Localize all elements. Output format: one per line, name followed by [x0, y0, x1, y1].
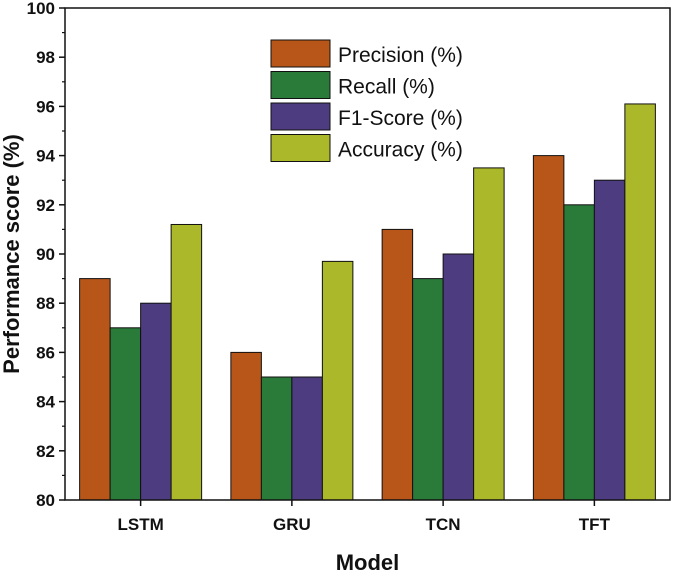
x-tick-label-tft: TFT — [579, 515, 611, 534]
bar-gru-accuracy — [321, 260, 354, 501]
legend: Precision (%) Recall (%) F1-Score (%) Accur… — [270, 39, 463, 162]
bar-tcn-f1-score — [442, 253, 475, 501]
y-tick-label: 82 — [36, 442, 55, 461]
y-tick-label: 84 — [36, 393, 55, 412]
legend-swatch — [270, 134, 331, 162]
y-tick-label: 96 — [36, 97, 55, 116]
bar-lstm-precision — [79, 278, 111, 501]
bar-tft-recall — [563, 204, 595, 501]
bar-tcn-precision — [381, 228, 414, 501]
x-axis-ticks: LSTM GRU TCN TFT — [117, 500, 611, 534]
x-axis-title: Model — [336, 550, 400, 573]
bar-tft-f1-score — [593, 179, 626, 501]
bar-gru-precision — [230, 351, 262, 501]
x-tick-label-lstm: LSTM — [117, 515, 163, 534]
y-tick-label: 94 — [36, 147, 55, 166]
y-tick-label: 90 — [36, 245, 55, 264]
y-tick-label: 92 — [36, 196, 55, 215]
bar-lstm-f1-score — [140, 302, 172, 501]
bar-tft-accuracy — [624, 103, 656, 501]
x-tick-label-tcn: TCN — [426, 515, 461, 534]
bar-lstm-recall — [109, 327, 142, 501]
y-axis-ticks: 80 82 84 86 88 90 92 94 96 98 100 — [27, 0, 65, 510]
legend-swatch — [270, 102, 331, 131]
legend-label: Precision (%) — [338, 44, 463, 67]
legend-swatch — [270, 39, 331, 68]
bar-lstm-accuracy — [170, 223, 203, 501]
legend-swatch — [270, 71, 331, 99]
bar-tcn-accuracy — [473, 167, 505, 501]
y-axis-title: Performance score (%) — [0, 134, 24, 374]
legend-label: Accuracy (%) — [338, 139, 463, 162]
y-tick-label: 98 — [36, 48, 55, 67]
y-tick-label: 86 — [36, 343, 55, 362]
bar-gru-f1-score — [291, 376, 323, 501]
bar-tft-precision — [532, 155, 565, 501]
bars-group — [79, 103, 656, 501]
bar-gru-recall — [260, 376, 293, 501]
y-tick-label: 80 — [36, 491, 55, 510]
plot-frame — [64, 7, 671, 501]
x-tick-label-gru: GRU — [273, 515, 311, 534]
y-tick-label: 88 — [36, 294, 55, 313]
legend-label: Recall (%) — [338, 76, 435, 99]
legend-label: F1-Score (%) — [338, 107, 463, 130]
y-tick-label: 100 — [27, 0, 55, 18]
bar-tcn-recall — [412, 278, 444, 501]
